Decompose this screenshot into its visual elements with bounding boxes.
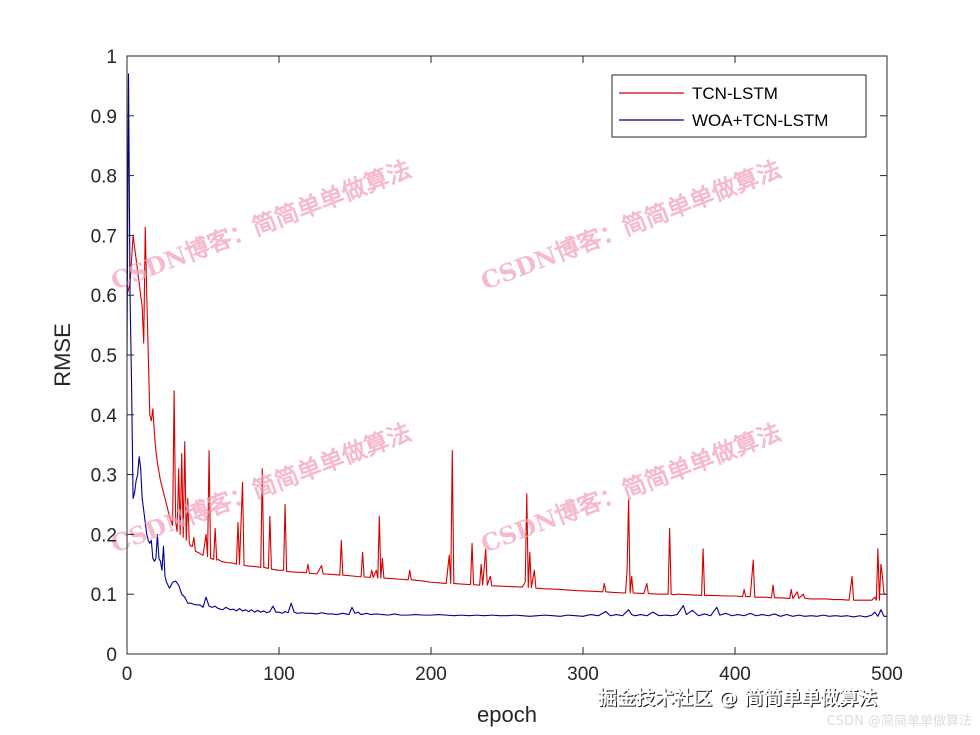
y-tick-label: 0.6 — [91, 286, 117, 307]
y-tick-label: 0.7 — [91, 226, 117, 247]
legend: TCN-LSTM WOA+TCN-LSTM — [611, 74, 867, 138]
x-tick-label: 0 — [122, 664, 133, 685]
footer-main-shadow: 掘金技术社区 @ 简简单单做算法 — [599, 687, 878, 710]
legend-label-tcn-lstm: TCN-LSTM — [692, 84, 778, 103]
x-axis-label: epoch — [477, 702, 537, 727]
x-tick-label: 300 — [567, 664, 599, 685]
legend-label-woa-tcn-lstm: WOA+TCN-LSTM — [692, 111, 828, 130]
series-line-tcn-lstm — [126, 226, 887, 601]
y-axis-label: RMSE — [50, 323, 75, 387]
legend-box — [611, 74, 867, 138]
y-tick-label: 0.1 — [91, 585, 117, 606]
footer-sub: CSDN @简简单单做算法 — [827, 713, 972, 729]
plot-area — [127, 56, 887, 654]
y-tick-label: 1 — [106, 47, 117, 68]
y-tick-label: 0.4 — [91, 406, 118, 427]
x-tick-label: 200 — [415, 664, 447, 685]
y-tick-label: 0 — [106, 645, 117, 666]
y-tick-label: 0.5 — [91, 346, 117, 367]
ticks-layer: 0 100 200 300 400 500 0 0.1 0.2 0.3 0.4 0.5 0.6 0.7 0.… — [91, 47, 903, 685]
y-tick-label: 0.9 — [91, 107, 117, 128]
footer-main: 掘金技术社区 @ 简简单单做算法 — [598, 686, 877, 709]
series-line-woa-tcn-lstm — [126, 73, 887, 618]
series-layer — [126, 73, 887, 618]
y-tick-label: 0.3 — [91, 466, 117, 487]
y-tick-label: 0.8 — [91, 167, 117, 188]
x-tick-label: 500 — [871, 664, 903, 685]
y-tick-label: 0.2 — [91, 525, 117, 546]
x-tick-label: 100 — [263, 664, 295, 685]
x-tick-label: 400 — [719, 664, 751, 685]
footer-watermark: 掘金技术社区 @ 简简单单做算法 掘金技术社区 @ 简简单单做算法 CSDN @… — [598, 686, 972, 729]
